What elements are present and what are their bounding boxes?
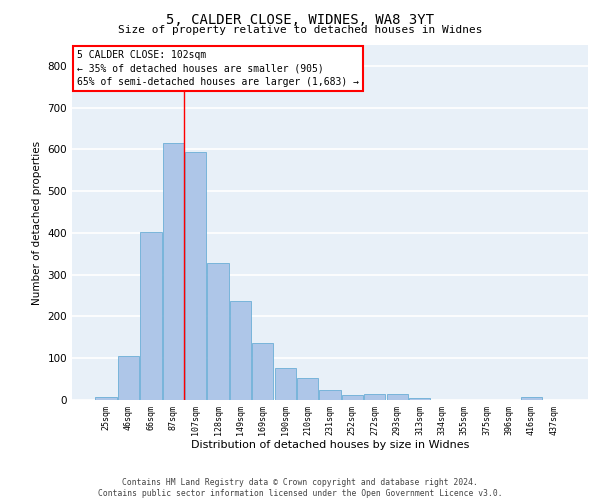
Bar [185, 152, 206, 400]
Y-axis label: Number of detached properties: Number of detached properties [32, 140, 42, 304]
Bar [163, 143, 184, 400]
Text: Contains HM Land Registry data © Crown copyright and database right 2024.
Contai: Contains HM Land Registry data © Crown c… [98, 478, 502, 498]
Bar [252, 343, 274, 400]
Text: 5, CALDER CLOSE, WIDNES, WA8 3YT: 5, CALDER CLOSE, WIDNES, WA8 3YT [166, 12, 434, 26]
Bar [364, 394, 385, 400]
Bar [297, 378, 318, 400]
Bar [208, 263, 229, 400]
Text: 5 CALDER CLOSE: 102sqm
← 35% of detached houses are smaller (905)
65% of semi-de: 5 CALDER CLOSE: 102sqm ← 35% of detached… [77, 50, 359, 86]
Bar [140, 232, 161, 400]
Bar [342, 395, 363, 400]
Bar [386, 394, 408, 400]
Bar [275, 368, 296, 400]
Bar [409, 398, 430, 400]
X-axis label: Distribution of detached houses by size in Widnes: Distribution of detached houses by size … [191, 440, 469, 450]
Bar [95, 397, 117, 400]
Bar [230, 302, 251, 400]
Bar [319, 390, 341, 400]
Bar [118, 356, 139, 400]
Text: Size of property relative to detached houses in Widnes: Size of property relative to detached ho… [118, 25, 482, 35]
Bar [521, 397, 542, 400]
